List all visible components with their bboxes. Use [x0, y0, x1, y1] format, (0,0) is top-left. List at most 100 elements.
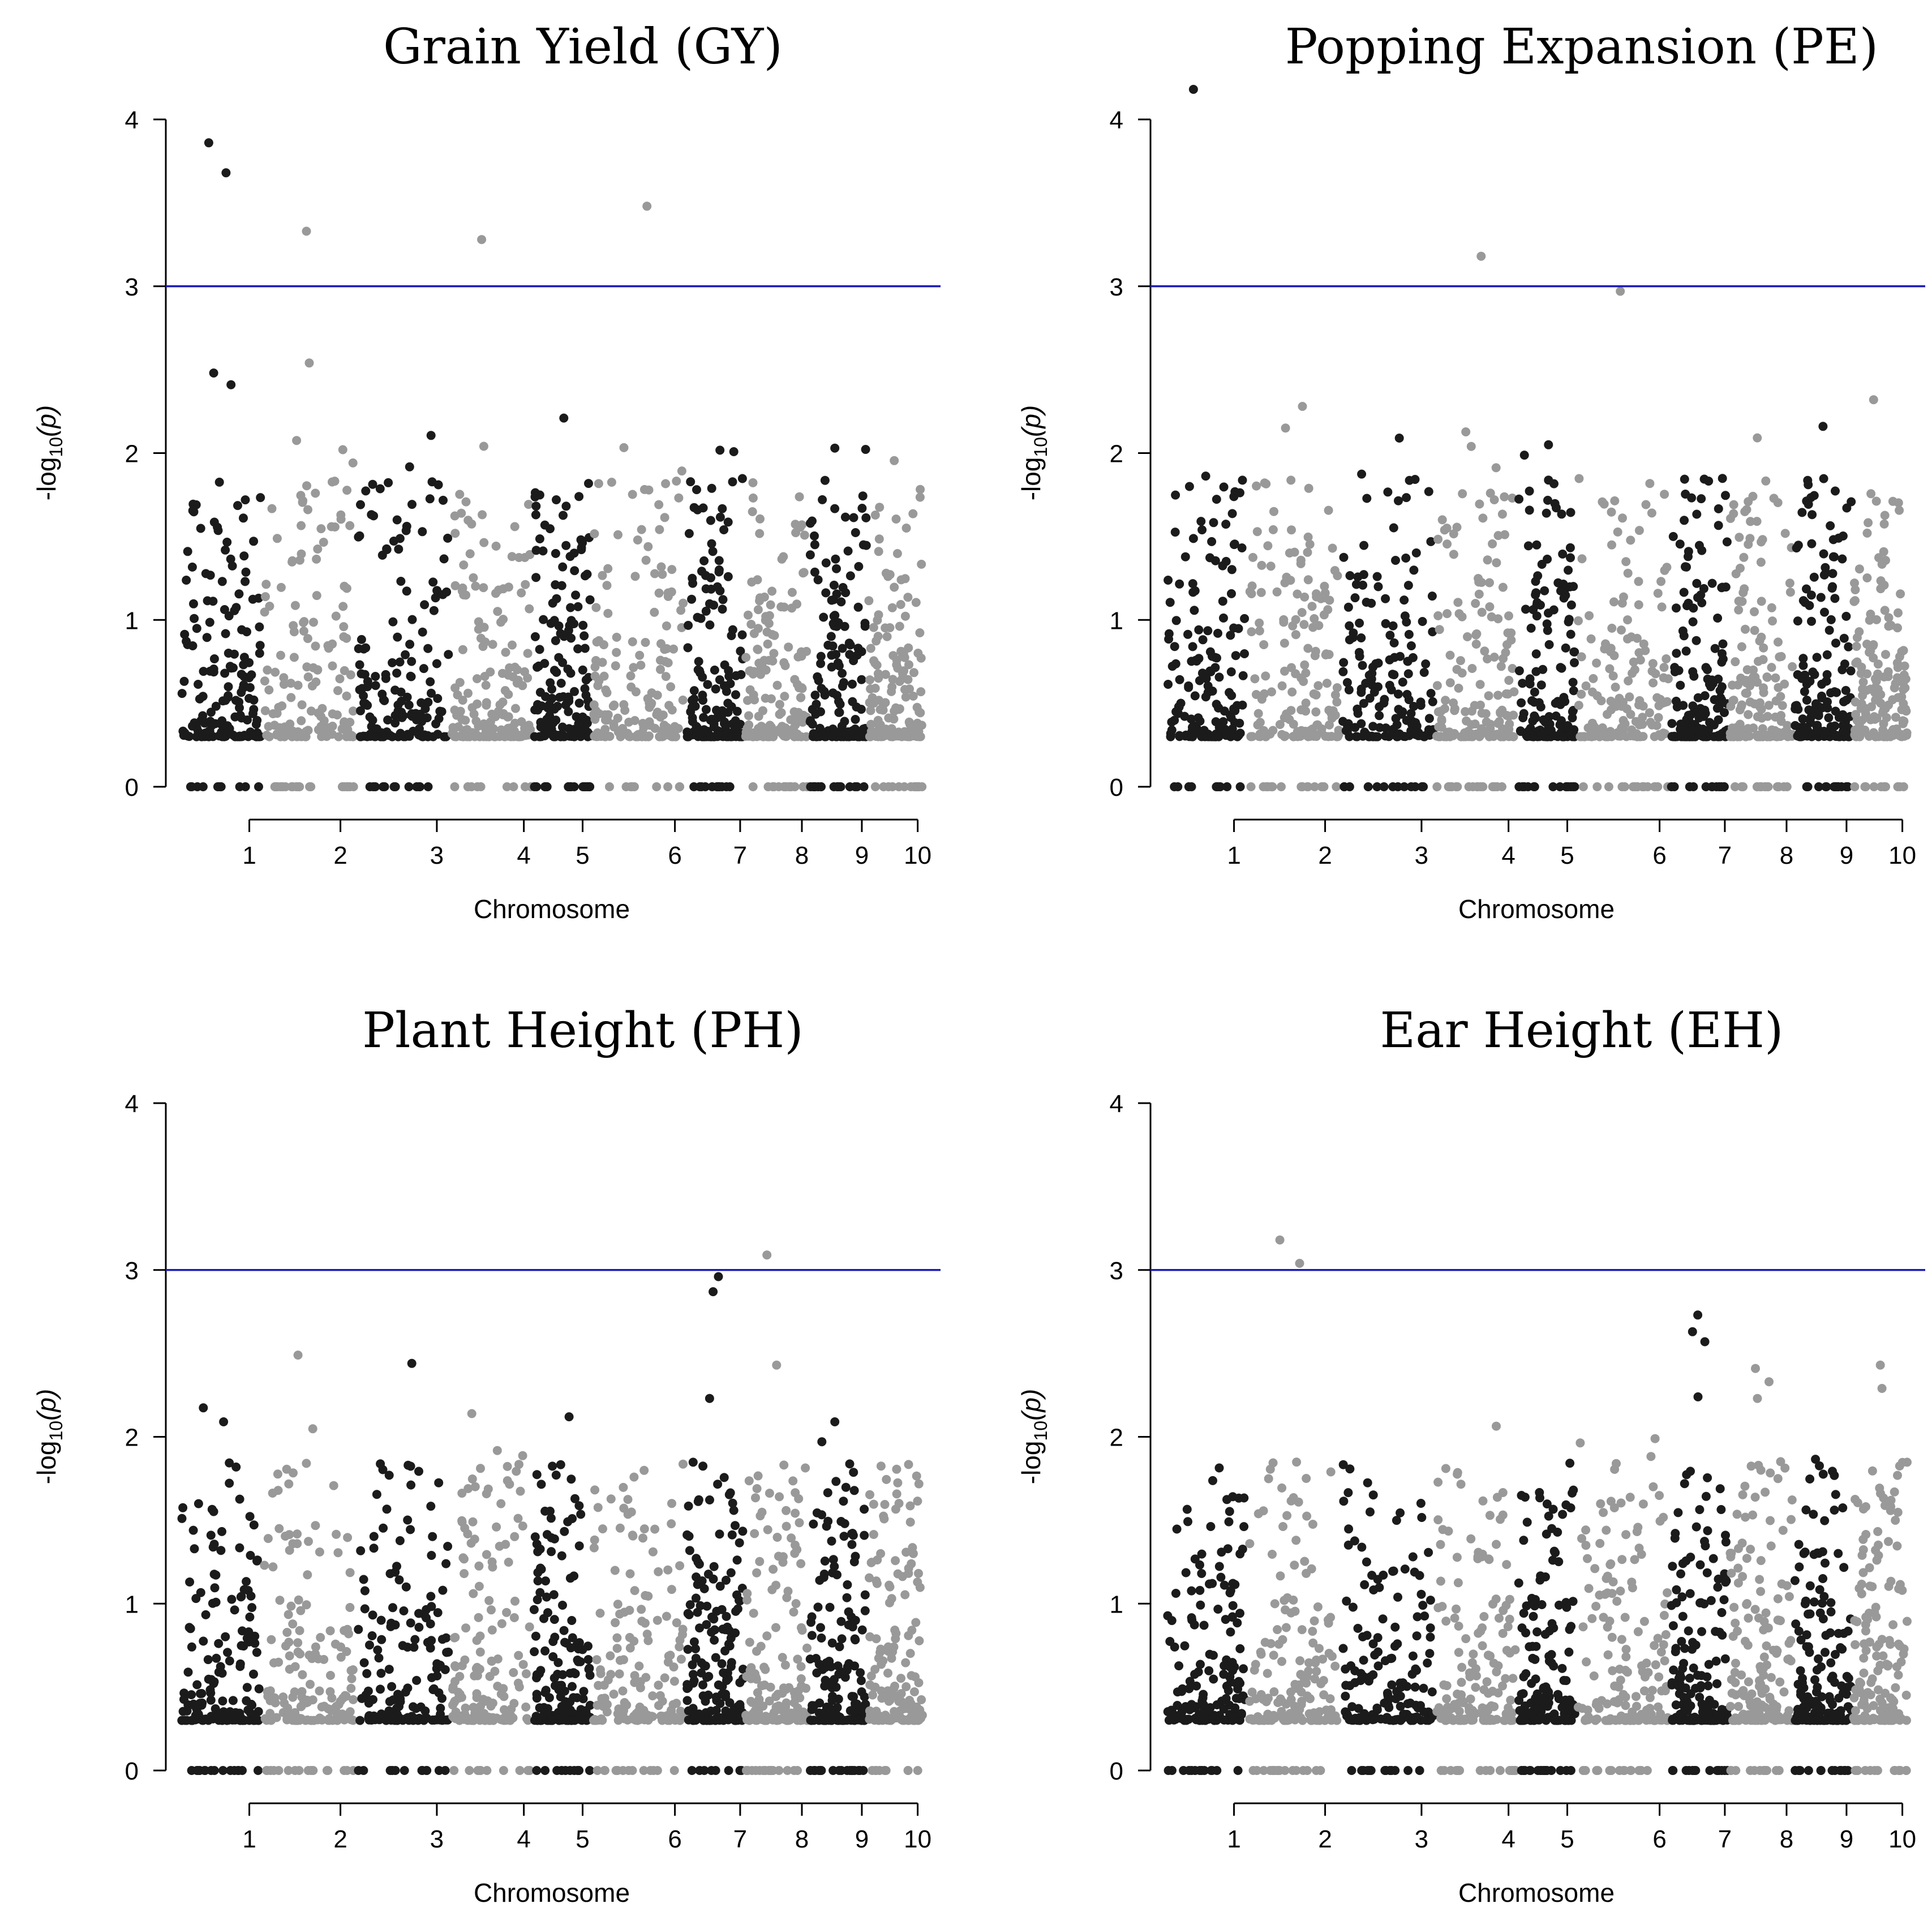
snp-point	[1753, 712, 1762, 722]
snp-point	[683, 643, 693, 653]
snp-point	[592, 1655, 602, 1665]
snp-point	[531, 573, 541, 582]
snp-point	[474, 1581, 484, 1591]
snp-point	[225, 1712, 234, 1722]
snp-point	[237, 688, 246, 697]
snp-point	[393, 632, 402, 642]
snp-point	[1592, 782, 1602, 791]
snp-point	[302, 662, 312, 672]
snp-point	[904, 643, 913, 653]
snp-point	[235, 1494, 244, 1504]
snp-point	[1362, 494, 1372, 503]
snp-point	[1301, 698, 1311, 708]
snp-point	[297, 1701, 306, 1711]
snp-point	[851, 724, 860, 734]
snp-point	[834, 782, 844, 791]
snp-point	[661, 479, 671, 488]
snp-point	[1802, 696, 1811, 705]
snp-point	[393, 709, 402, 718]
snp-point	[753, 624, 763, 633]
snp-point	[735, 1596, 744, 1605]
snp-point	[1641, 500, 1651, 509]
snp-point	[1831, 638, 1840, 648]
snp-point	[1353, 732, 1362, 741]
snp-point	[1471, 640, 1481, 649]
snp-point	[520, 553, 530, 562]
snp-point	[208, 1542, 218, 1552]
snp-point	[472, 1636, 482, 1645]
snp-point	[782, 1593, 792, 1602]
snp-point	[326, 1671, 335, 1680]
snp-point	[578, 620, 588, 630]
snp-point	[599, 640, 608, 650]
snp-point	[916, 485, 925, 494]
snp-point	[684, 620, 693, 630]
snp-point	[1324, 505, 1333, 515]
snp-point	[1565, 543, 1575, 552]
snp-point	[1454, 683, 1463, 693]
snp-point	[1266, 782, 1276, 791]
snp-point	[1304, 483, 1313, 493]
snp-point	[709, 1562, 719, 1571]
snp-point	[482, 1489, 491, 1499]
snp-point	[1626, 535, 1635, 545]
snp-point	[284, 1637, 294, 1647]
snp-point	[579, 1687, 589, 1696]
snp-point	[835, 1642, 844, 1652]
snp-point	[214, 1639, 224, 1648]
snp-point	[870, 782, 880, 791]
snp-point	[860, 1606, 870, 1615]
snp-point	[340, 581, 349, 591]
snp-point	[1672, 696, 1681, 706]
snp-point	[656, 664, 665, 674]
snp-point	[737, 630, 747, 640]
snp-point	[1184, 732, 1194, 741]
snp-point	[561, 1697, 570, 1707]
snp-point	[272, 1713, 281, 1722]
snp-point	[578, 782, 588, 791]
snp-point	[520, 667, 529, 676]
snp-point	[293, 680, 303, 690]
snp-point	[504, 582, 513, 592]
peak-point	[204, 138, 213, 148]
snp-point	[1188, 579, 1197, 589]
snp-point	[1662, 563, 1672, 572]
snp-point	[731, 1521, 740, 1530]
snp-point	[742, 1595, 752, 1605]
snp-point	[1362, 730, 1371, 739]
snp-point	[1814, 782, 1823, 791]
snp-point	[1628, 668, 1637, 678]
snp-point	[719, 525, 729, 534]
snp-point	[763, 732, 773, 741]
snp-point	[609, 700, 619, 710]
snp-point	[521, 1669, 531, 1679]
snp-point	[1675, 539, 1685, 549]
snp-point	[250, 1631, 260, 1641]
snp-point	[217, 1527, 226, 1536]
snp-point	[1408, 653, 1418, 662]
x-tick-label: 8	[1780, 842, 1793, 869]
snp-point	[842, 1593, 852, 1602]
snp-point	[473, 674, 482, 684]
snp-point	[340, 1691, 350, 1700]
snp-point	[1667, 719, 1677, 728]
snp-point	[443, 533, 453, 543]
snp-point	[199, 667, 208, 676]
snp-point	[1771, 673, 1780, 683]
snp-point	[1877, 559, 1887, 569]
snp-point	[513, 1514, 523, 1523]
snp-point	[765, 1696, 774, 1706]
snp-point	[1207, 537, 1217, 546]
snp-point	[427, 1602, 436, 1611]
snp-point	[1531, 667, 1541, 676]
snp-point	[654, 588, 664, 598]
snp-point	[703, 1570, 713, 1579]
snp-point	[874, 534, 884, 544]
snp-point	[1188, 534, 1198, 543]
snp-point	[508, 1713, 518, 1723]
snp-point	[1542, 508, 1551, 518]
snp-point	[255, 641, 265, 650]
snp-point	[761, 1665, 770, 1674]
snp-point	[565, 1574, 575, 1583]
snp-point	[1417, 782, 1427, 791]
